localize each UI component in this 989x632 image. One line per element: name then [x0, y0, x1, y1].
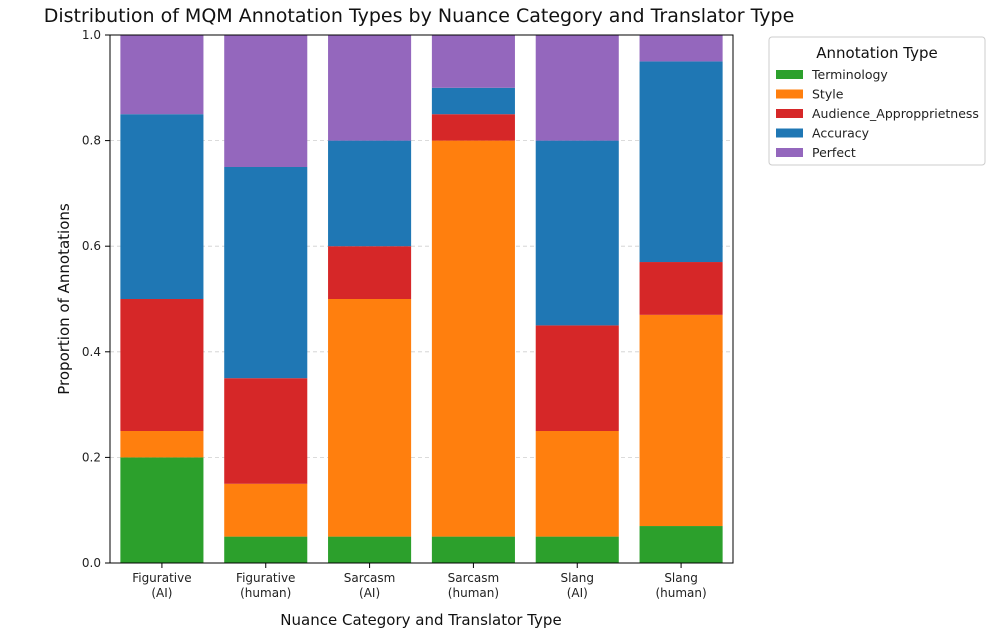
x-tick-label: (human) — [655, 586, 706, 600]
bar-segment-style-0 — [120, 431, 204, 458]
bar-segment-audience-appropprietness-0 — [120, 299, 204, 431]
bar-segment-terminology-2 — [328, 536, 412, 563]
bar-segment-audience-appropprietness-2 — [328, 246, 412, 299]
bar-segment-style-3 — [431, 140, 515, 537]
x-tick-label: Slang — [560, 571, 594, 585]
x-tick-label: Figurative — [236, 571, 295, 585]
x-tick-label: (human) — [448, 586, 499, 600]
plot-frame — [109, 34, 734, 564]
bar-segment-style-2 — [328, 299, 412, 537]
y-tick-label: 0.6 — [82, 239, 101, 253]
legend-swatch-accuracy — [776, 128, 803, 138]
x-tick-label: (AI) — [567, 586, 588, 600]
bar-segment-accuracy-5 — [639, 61, 723, 263]
legend-frame — [768, 36, 986, 166]
bar-segment-accuracy-2 — [328, 140, 412, 247]
bar-segment-perfect-4 — [535, 35, 619, 141]
y-axis-title: Proportion of Annotations — [55, 203, 73, 395]
bar-segment-terminology-4 — [535, 536, 619, 563]
x-tick-label: (AI) — [359, 586, 380, 600]
bars — [120, 35, 723, 563]
x-axis: Figurative(AI)Figurative(human)Sarcasm(A… — [132, 563, 707, 600]
legend-swatch-perfect — [776, 148, 803, 157]
x-axis-title: Nuance Category and Translator Type — [280, 611, 561, 629]
legend-label-perfect: Perfect — [812, 145, 856, 160]
chart-title: Distribution of MQM Annotation Types by … — [44, 5, 795, 27]
legend-swatch-terminology — [776, 70, 803, 79]
bar-segment-audience-appropprietness-3 — [431, 114, 515, 141]
bar-segment-perfect-5 — [639, 35, 723, 62]
x-tick-label: Slang — [664, 571, 698, 585]
bar-segment-style-1 — [224, 483, 308, 537]
y-tick-label: 1.0 — [82, 28, 101, 42]
legend-title: Annotation Type — [816, 44, 937, 62]
legend-swatch-audience-appropprietness — [776, 109, 803, 118]
legend: Annotation Type Terminology Style Audience… — [768, 36, 986, 166]
bar-segment-style-5 — [639, 314, 723, 527]
bar-segment-audience-appropprietness-1 — [224, 378, 308, 484]
bar-segment-perfect-0 — [120, 35, 204, 115]
bar-segment-terminology-5 — [639, 526, 723, 563]
bar-segment-audience-appropprietness-4 — [535, 325, 619, 431]
y-tick-label: 0.4 — [82, 345, 101, 359]
bar-segment-terminology-3 — [431, 536, 515, 563]
bar-segment-accuracy-4 — [535, 140, 619, 326]
bar-segment-accuracy-0 — [120, 114, 204, 299]
x-tick-label: (AI) — [151, 586, 172, 600]
y-tick-label: 0.8 — [82, 134, 101, 148]
y-tick-label: 0.0 — [82, 556, 101, 570]
legend-label-style: Style — [812, 87, 844, 102]
bar-segment-style-4 — [535, 431, 619, 537]
legend-label-accuracy: Accuracy — [812, 126, 870, 141]
legend-label-audience-appropprietness: Audience_Appropprietness — [812, 106, 979, 121]
y-tick-label: 0.2 — [82, 450, 101, 464]
legend-items: Terminology Style Audience_Appropprietness… — [776, 67, 979, 160]
grid-lines — [110, 140, 733, 458]
bar-segment-accuracy-1 — [224, 167, 308, 379]
bar-segment-audience-appropprietness-5 — [639, 262, 723, 315]
bar-segment-perfect-3 — [431, 35, 515, 88]
bar-segment-perfect-1 — [224, 35, 308, 167]
legend-swatch-style — [776, 89, 803, 99]
bar-segment-perfect-2 — [328, 35, 412, 141]
legend-label-terminology: Terminology — [811, 67, 888, 82]
y-axis: 0.0 0.2 0.4 0.6 0.8 1.0 — [82, 28, 110, 570]
x-tick-label: Figurative — [132, 571, 191, 585]
x-tick-label: (human) — [240, 586, 291, 600]
bar-segment-accuracy-3 — [431, 87, 515, 115]
bar-segment-terminology-0 — [120, 457, 204, 563]
x-tick-label: Sarcasm — [448, 571, 500, 585]
x-tick-label: Sarcasm — [344, 571, 396, 585]
bar-segment-terminology-1 — [224, 536, 308, 563]
